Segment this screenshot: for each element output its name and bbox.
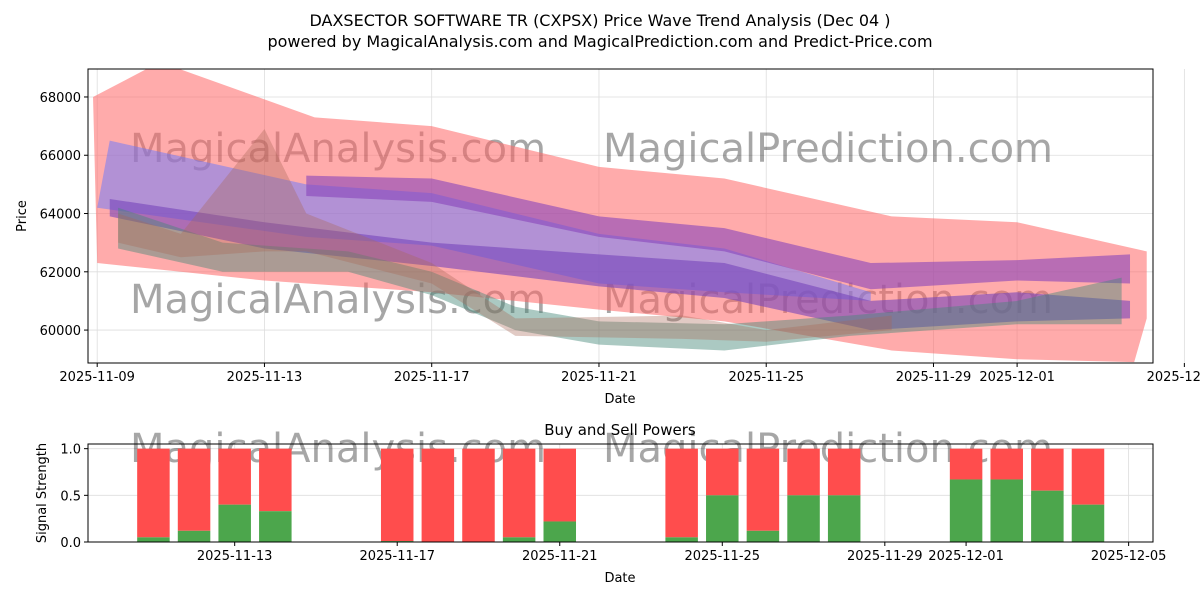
chart-subtitle: powered by MagicalAnalysis.com and Magic… <box>267 32 932 51</box>
sell-bar <box>990 448 1023 480</box>
sell-bar <box>421 448 455 542</box>
price-band <box>118 207 1122 351</box>
sell-bar <box>177 448 211 531</box>
sell-bar <box>462 448 495 542</box>
buy-bar <box>949 479 983 542</box>
y-tick-label: 64000 <box>40 208 81 223</box>
price-chart: 2025-11-09 2025-11-13 2025-11-17 2025-11-21… <box>40 68 1200 385</box>
y-tick-label: 60000 <box>40 324 81 339</box>
signal-xlabel: Date <box>604 571 635 586</box>
x-tick-label: 2025-11-29 <box>847 549 923 564</box>
x-tick-label: 2025-11-21 <box>561 370 637 385</box>
x-tick-label: 2025-11-17 <box>359 549 435 564</box>
x-tick-label: 2025-11-25 <box>685 549 761 564</box>
buy-bar <box>1071 504 1105 542</box>
y-tick-label: 68000 <box>40 91 81 106</box>
sell-bar <box>787 448 820 496</box>
buy-bar <box>502 537 536 542</box>
price-band <box>109 198 1131 331</box>
sell-bar <box>259 448 292 512</box>
x-tick-label: 2025-11-13 <box>197 549 273 564</box>
y-tick-label: 0.5 <box>60 489 81 504</box>
buy-bar <box>787 495 820 542</box>
sell-bar <box>1071 448 1105 505</box>
x-tick-label: 2025-11-13 <box>227 370 303 385</box>
signal-title: Buy and Sell Powers <box>544 421 696 439</box>
x-tick-label: 2025-12-01 <box>979 370 1055 385</box>
price-band <box>118 129 892 342</box>
y-tick-label: 0.0 <box>60 536 81 551</box>
sell-bar <box>137 448 170 538</box>
buy-bar <box>827 495 861 542</box>
buy-bar <box>137 537 170 542</box>
sell-bar <box>502 448 536 538</box>
signal-ylabel: Signal Strength <box>35 443 50 543</box>
sell-bar <box>380 448 414 542</box>
buy-bar <box>665 537 698 542</box>
bands <box>93 69 1147 363</box>
buy-bar <box>746 530 780 542</box>
price-ylabel: Price <box>15 200 30 232</box>
buy-bar <box>218 504 251 542</box>
price-xlabel: Date <box>604 392 635 407</box>
watermark: MagicalPrediction.com <box>603 126 1053 172</box>
price-band <box>306 175 1131 290</box>
sell-bar <box>1031 448 1064 491</box>
axes-frame <box>87 443 1154 543</box>
buy-bar <box>1031 490 1064 542</box>
axes-frame <box>87 68 1154 364</box>
sell-bar <box>665 448 698 538</box>
buy-bar <box>259 511 292 542</box>
y-tick-label: 1.0 <box>60 443 81 458</box>
price-band <box>93 69 1147 363</box>
signal-chart: 0.0 0.5 1.0 2025-11-13 2025-11-17 2025-11-21 2… <box>60 426 1166 564</box>
x-tick-label: 2025-11-09 <box>59 370 135 385</box>
y-tick-label: 62000 <box>40 266 81 281</box>
chart-title: DAXSECTOR SOFTWARE TR (CXPSX) Price Wave… <box>309 11 890 30</box>
sell-bar <box>827 448 861 496</box>
sell-bar <box>218 448 251 505</box>
buy-bar <box>177 530 211 542</box>
x-tick-label: 2025-11-17 <box>394 370 470 385</box>
sell-bar <box>543 448 577 522</box>
x-tick-label: 2025-12-05 <box>1147 370 1200 385</box>
x-tick-label: 2025-11-29 <box>896 370 972 385</box>
x-tick-label: 2025-12-05 <box>1091 549 1167 564</box>
sell-bar <box>706 448 739 496</box>
x-tick-label: 2025-11-25 <box>728 370 804 385</box>
sell-bar <box>949 448 983 480</box>
buy-bar <box>543 521 577 542</box>
x-tick-label: 2025-12-01 <box>928 549 1004 564</box>
buy-bar <box>990 479 1023 542</box>
x-tick-label: 2025-11-21 <box>522 549 598 564</box>
sell-bar <box>746 448 780 531</box>
y-tick-label: 66000 <box>40 149 81 164</box>
buy-bar <box>706 495 739 542</box>
